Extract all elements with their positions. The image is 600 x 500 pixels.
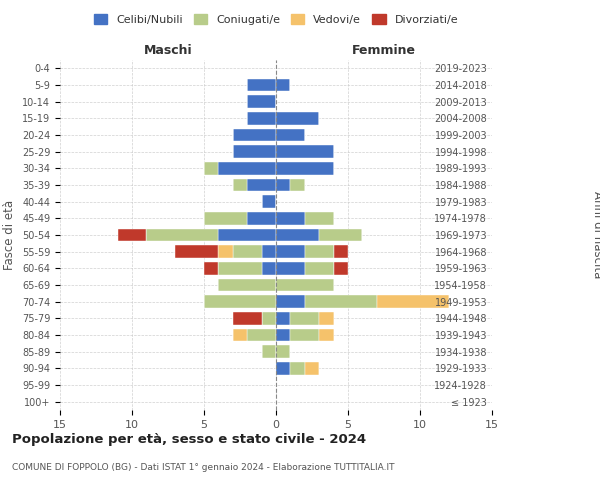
Bar: [276, 162, 334, 174]
Bar: [262, 262, 276, 274]
Bar: [262, 346, 276, 358]
Bar: [319, 312, 334, 324]
Bar: [305, 362, 319, 374]
Bar: [276, 79, 290, 92]
Bar: [218, 279, 276, 291]
Bar: [305, 296, 377, 308]
Bar: [146, 229, 218, 241]
Bar: [218, 229, 276, 241]
Bar: [276, 312, 290, 324]
Bar: [276, 212, 305, 224]
Bar: [276, 362, 290, 374]
Bar: [276, 129, 305, 141]
Bar: [262, 246, 276, 258]
Bar: [276, 229, 319, 241]
Bar: [290, 362, 305, 374]
Text: Maschi: Maschi: [143, 44, 193, 57]
Bar: [233, 146, 276, 158]
Text: Popolazione per età, sesso e stato civile - 2024: Popolazione per età, sesso e stato civil…: [12, 432, 366, 446]
Bar: [334, 262, 348, 274]
Bar: [233, 312, 262, 324]
Bar: [175, 246, 218, 258]
Bar: [247, 112, 276, 124]
Bar: [247, 179, 276, 192]
Bar: [276, 296, 305, 308]
Bar: [204, 162, 218, 174]
Bar: [276, 112, 319, 124]
Bar: [319, 329, 334, 341]
Bar: [290, 312, 319, 324]
Bar: [276, 346, 290, 358]
Bar: [276, 246, 305, 258]
Bar: [334, 246, 348, 258]
Text: Anni di nascita: Anni di nascita: [590, 192, 600, 278]
Bar: [218, 262, 262, 274]
Bar: [204, 296, 276, 308]
Text: Femmine: Femmine: [352, 44, 416, 57]
Bar: [118, 229, 146, 241]
Bar: [276, 179, 290, 192]
Bar: [247, 96, 276, 108]
Bar: [319, 229, 362, 241]
Bar: [262, 312, 276, 324]
Bar: [247, 79, 276, 92]
Bar: [204, 212, 247, 224]
Bar: [262, 196, 276, 208]
Bar: [204, 262, 218, 274]
Bar: [233, 246, 262, 258]
Text: COMUNE DI FOPPOLO (BG) - Dati ISTAT 1° gennaio 2024 - Elaborazione TUTTITALIA.IT: COMUNE DI FOPPOLO (BG) - Dati ISTAT 1° g…: [12, 462, 395, 471]
Bar: [276, 329, 290, 341]
Bar: [377, 296, 449, 308]
Bar: [247, 329, 276, 341]
Bar: [233, 129, 276, 141]
Bar: [305, 246, 334, 258]
Bar: [276, 279, 334, 291]
Bar: [290, 329, 319, 341]
Bar: [218, 162, 276, 174]
Bar: [218, 246, 233, 258]
Bar: [233, 179, 247, 192]
Bar: [276, 146, 334, 158]
Bar: [247, 212, 276, 224]
Bar: [305, 212, 334, 224]
Bar: [233, 329, 247, 341]
Legend: Celibi/Nubili, Coniugati/e, Vedovi/e, Divorziati/e: Celibi/Nubili, Coniugati/e, Vedovi/e, Di…: [89, 10, 463, 29]
Bar: [290, 179, 305, 192]
Bar: [276, 262, 305, 274]
Bar: [305, 262, 334, 274]
Y-axis label: Fasce di età: Fasce di età: [4, 200, 16, 270]
